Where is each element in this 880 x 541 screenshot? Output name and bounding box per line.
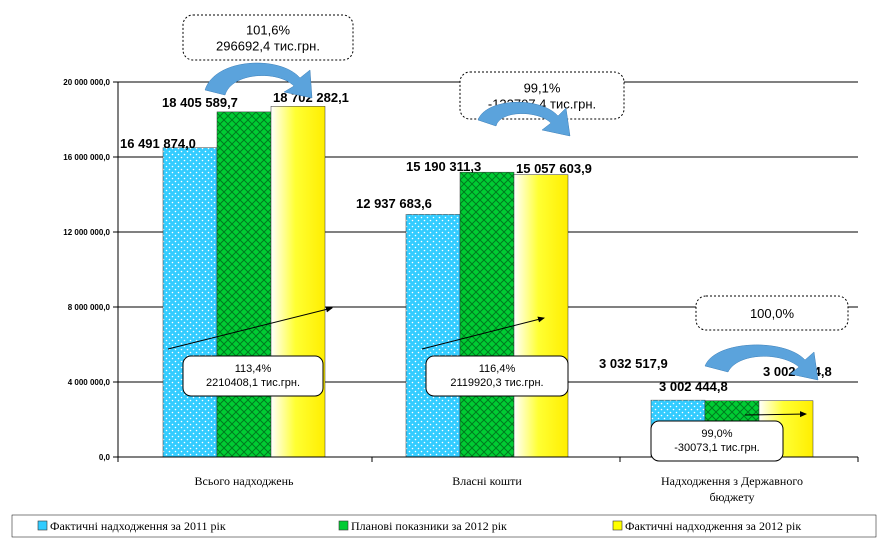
growth-arrow-icon xyxy=(421,316,545,350)
y-tick-label: 16 000 000,0 xyxy=(63,153,110,162)
top-callout-box xyxy=(695,295,849,331)
top-callout-text: 296692,4 тис.грн. xyxy=(216,39,320,54)
bar-2-cat-1 xyxy=(216,111,272,458)
category-label: Всього надходжень xyxy=(195,474,294,488)
bar-1-cat-2 xyxy=(405,214,461,458)
legend-label: Планові показники за 2012 рік xyxy=(351,519,507,533)
category-label: бюджету xyxy=(709,490,754,504)
curved-arrow-icon xyxy=(704,344,819,381)
growth-callout-text: 99,0% xyxy=(701,428,732,440)
data-label: 15 057 603,9 xyxy=(516,161,592,176)
category-label: Власні кошти xyxy=(452,474,522,488)
growth-callout-text: 116,4% xyxy=(479,363,516,375)
growth-callout-box xyxy=(650,420,784,462)
bar-3-cat-1 xyxy=(270,106,326,458)
top-callout-text: 101,6% xyxy=(246,23,291,38)
data-label: 3 032 517,9 xyxy=(599,356,668,371)
curved-arrow-icon xyxy=(477,101,571,137)
y-tick-label: 20 000 000,0 xyxy=(63,78,110,87)
growth-callout-text: 2210408,1 тис.грн. xyxy=(206,377,300,389)
data-label: 18 405 589,7 xyxy=(162,95,238,110)
growth-callout-text: 2119920,3 тис.грн. xyxy=(450,377,543,389)
legend-label: Фактичні надходження за 2011 рік xyxy=(50,519,226,533)
bar-1-cat-1 xyxy=(162,147,218,458)
legend-label: Фактичні надходження за 2012 рік xyxy=(625,519,801,533)
legend-swatch xyxy=(338,520,349,531)
curved-arrow-icon xyxy=(204,62,313,99)
y-tick-label: 0,0 xyxy=(99,453,111,462)
bar-3-cat-2 xyxy=(513,174,569,458)
top-callout-text: 100,0% xyxy=(750,306,795,321)
y-tick-label: 8 000 000,0 xyxy=(68,303,111,312)
growth-callout-box xyxy=(182,355,324,397)
y-tick-label: 4 000 000,0 xyxy=(68,378,111,387)
top-callout-text: 99,1% xyxy=(524,81,561,96)
top-callout-box xyxy=(182,14,354,61)
growth-callout-text: 113,4% xyxy=(235,363,272,375)
growth-callout-text: -30073,1 тис.грн. xyxy=(674,442,759,454)
bar-2-cat-2 xyxy=(459,171,515,458)
y-tick-label: 12 000 000,0 xyxy=(63,228,110,237)
growth-arrow-icon xyxy=(167,306,333,350)
data-label: 12 937 683,6 xyxy=(356,196,432,211)
legend-swatch xyxy=(37,520,48,531)
data-label: 15 190 311,3 xyxy=(406,159,481,174)
growth-arrow-icon xyxy=(744,411,807,418)
growth-callout-box xyxy=(425,355,569,397)
category-label: Надходження з Державного xyxy=(661,474,803,488)
legend-swatch xyxy=(612,520,623,531)
data-label: 16 491 874,0 xyxy=(120,136,196,151)
data-label: 3 002 444,8 xyxy=(659,379,728,394)
legend-box xyxy=(11,514,877,538)
